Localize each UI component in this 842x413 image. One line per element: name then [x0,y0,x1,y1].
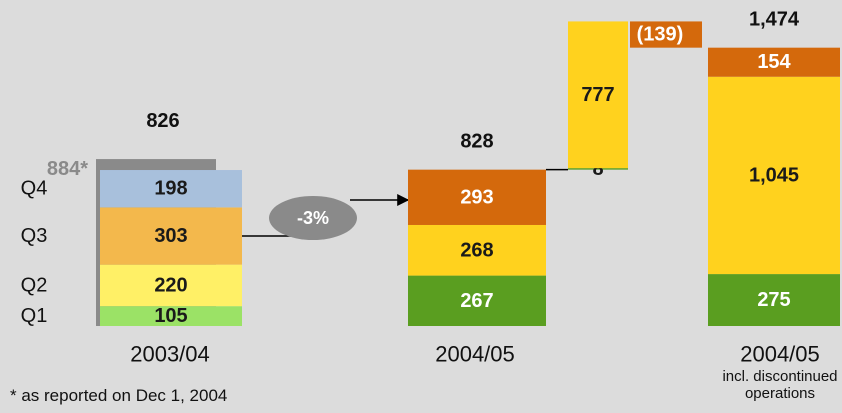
value-label: 293 [460,186,493,208]
value-label: 8 [592,158,603,180]
value-label: 198 [154,178,187,200]
bar-segment [100,306,242,326]
bar-segment [100,170,242,208]
quarter-label: Q1 [21,305,48,327]
x-tick-label: 2003/04 [130,342,210,367]
value-label: (139) [637,24,684,46]
reported-label: 884* [47,158,88,180]
bar-segment [708,47,840,77]
quarter-label: Q2 [21,274,48,296]
bar-segment [100,207,242,265]
value-label: 303 [154,225,187,247]
total-label: 826 [146,110,179,132]
x-tick-label: 2004/05 [435,342,515,367]
bar-segment [100,264,242,307]
annotation-bubble [269,196,357,240]
value-label: 777 [581,84,614,106]
annotation: -3% [297,208,329,228]
bars: 884* Q1 105 Q2 220 Q3 303 Q4 198 826 2003/04 267 268… [21,9,840,367]
bar-segment [708,274,840,326]
value-label: 268 [460,239,493,261]
value-label: 267 [460,290,493,312]
bar-segment [708,76,840,275]
quarter-label: Q4 [21,178,48,200]
bar-segment [408,169,546,225]
total-label: 828 [460,131,493,153]
bar-segment [408,275,546,326]
value-label: 154 [757,51,791,73]
bar-segment [568,21,628,169]
quarter-label: Q3 [21,225,48,247]
x-tick-label: 2004/05 [740,342,820,367]
footnote: * as reported on Dec 1, 2004 [10,386,228,405]
value-label: 275 [757,289,790,311]
value-label: 220 [154,274,187,296]
category-note: incl. discontinued operations [722,368,838,402]
bar-segment [568,168,628,170]
value-label: 1,045 [749,164,799,186]
total-label: 1,474 [749,9,800,31]
bar-segment [408,224,546,276]
value-label: 105 [154,305,187,327]
adjustment [630,21,702,48]
